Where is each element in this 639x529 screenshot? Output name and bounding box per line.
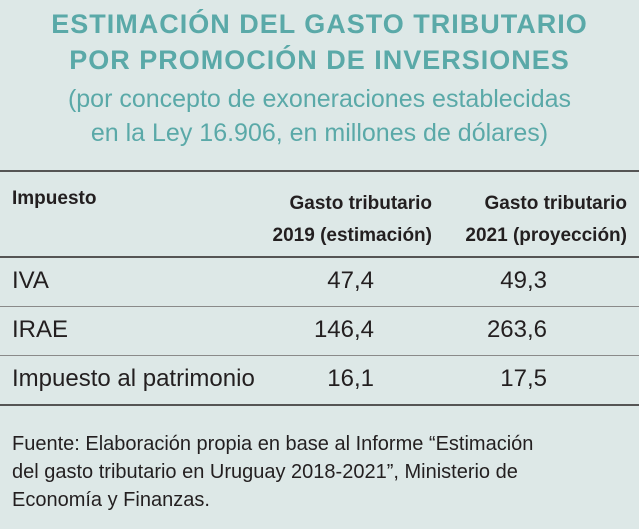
row-divider [0,355,639,356]
table-row: IRAE 146,4 263,6 [0,307,639,355]
column-header-2019-line2: 2019 (estimación) [272,225,432,246]
page-subtitle: (por concepto de exoneraciones estableci… [0,82,639,150]
cell-2019: 16,1 [327,365,374,392]
cell-2021: 49,3 [500,267,547,294]
table-row: Impuesto al patrimonio 16,1 17,5 [0,356,639,404]
column-header-impuesto: Impuesto [12,188,97,209]
tax-table: Impuesto Gasto tributario 2019 (estimaci… [0,170,639,406]
subtitle-line-2: en la Ley 16.906, en millones de dólares… [90,119,549,147]
title-line-2: POR PROMOCIÓN DE INVERSIONES [69,45,570,75]
header-bottom-rule [0,256,639,258]
cell-impuesto: IVA [12,267,49,294]
cell-2019: 146,4 [313,316,374,343]
title-line-1: ESTIMACIÓN DEL GASTO TRIBUTARIO [51,9,588,39]
source-note: Fuente: Elaboración propia en base al In… [12,430,622,514]
table-row: IVA 47,4 49,3 [0,258,639,306]
cell-impuesto: IRAE [12,316,69,343]
row-divider [0,306,639,307]
source-line-1: Fuente: Elaboración propia en base al In… [12,433,534,455]
table-top-rule [0,170,639,172]
source-line-3: Economía y Finanzas. [12,489,210,511]
table-header-row: Impuesto Gasto tributario 2019 (estimaci… [0,172,639,256]
column-header-2019: Gasto tributario 2019 (estimación) [232,188,432,252]
cell-2021: 263,6 [486,316,547,343]
cell-2019: 47,4 [327,267,374,294]
column-header-2021: Gasto tributario 2021 (proyección) [437,188,627,252]
cell-impuesto: Impuesto al patrimonio [12,365,255,392]
column-header-2021-line2: 2021 (proyección) [465,225,627,246]
source-line-2: del gasto tributario en Uruguay 2018-202… [12,461,518,483]
column-header-2021-line1: Gasto tributario [484,193,627,214]
page-title: ESTIMACIÓN DEL GASTO TRIBUTARIO POR PROM… [0,0,639,78]
subtitle-line-1: (por concepto de exoneraciones estableci… [67,85,572,113]
cell-2021: 17,5 [500,365,547,392]
column-header-2019-line1: Gasto tributario [289,193,432,214]
table-bottom-rule [0,404,639,406]
